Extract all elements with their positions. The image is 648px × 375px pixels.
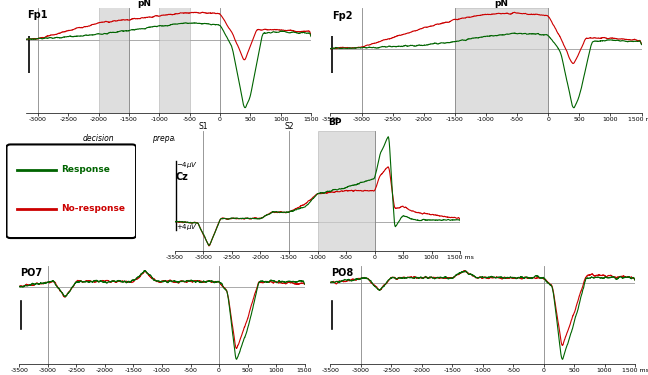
Text: preparation: preparation — [152, 134, 197, 143]
Bar — [98, 8, 129, 112]
Text: S1: S1 — [199, 122, 208, 131]
Text: BP: BP — [328, 118, 341, 127]
Text: PO8: PO8 — [331, 268, 353, 278]
Text: S2: S2 — [284, 122, 294, 131]
Text: Response: Response — [61, 165, 110, 174]
Bar — [318, 131, 375, 251]
Text: PO7: PO7 — [20, 268, 42, 278]
Text: Stimulus: Stimulus — [359, 273, 390, 279]
Bar — [159, 8, 190, 112]
Text: decision: decision — [83, 134, 115, 143]
Text: No-response: No-response — [61, 204, 125, 213]
Text: $-4\mu V$: $-4\mu V$ — [176, 160, 198, 170]
Text: Response: Response — [386, 273, 419, 279]
Text: Cz: Cz — [176, 172, 189, 182]
Bar — [455, 8, 548, 112]
FancyBboxPatch shape — [6, 144, 136, 238]
Text: Fp1: Fp1 — [27, 10, 48, 20]
Text: pN: pN — [494, 0, 509, 8]
Text: pN: pN — [137, 0, 151, 8]
Text: Fp2: Fp2 — [332, 11, 353, 21]
Text: $+4\mu V$: $+4\mu V$ — [176, 222, 198, 232]
